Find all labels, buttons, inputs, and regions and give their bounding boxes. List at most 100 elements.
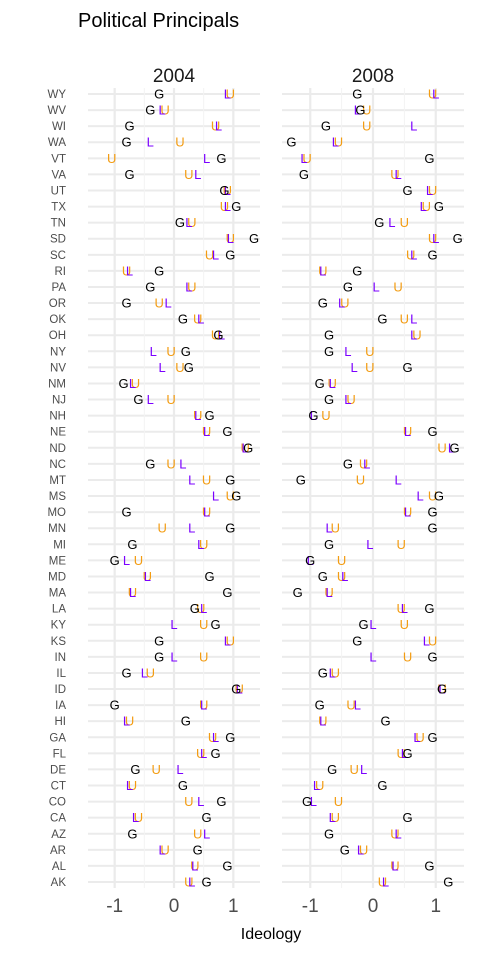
point-U: U	[226, 633, 235, 648]
point-G: G	[178, 312, 188, 327]
point-L: L	[188, 472, 195, 487]
point-U: U	[415, 730, 424, 745]
point-G: G	[181, 344, 191, 359]
y-tick-label: TN	[51, 218, 66, 230]
point-U: U	[390, 167, 399, 182]
point-U: U	[199, 617, 208, 632]
y-tick-label: LA	[52, 604, 66, 616]
point-L: L	[185, 279, 192, 294]
point-L: L	[197, 312, 204, 327]
point-G: G	[225, 521, 235, 536]
point-U: U	[365, 344, 374, 359]
point-G: G	[318, 665, 328, 680]
point-U: U	[205, 247, 214, 262]
x-tick-label: 0	[368, 896, 379, 917]
y-tick-label: KY	[51, 620, 67, 632]
point-G: G	[352, 87, 362, 102]
point-U: U	[175, 135, 184, 150]
point-U: U	[315, 778, 324, 793]
y-tick-label: PA	[52, 282, 67, 294]
point-L: L	[448, 440, 455, 455]
point-G: G	[225, 247, 235, 262]
x-tick-label: 0	[169, 896, 180, 917]
point-U: U	[107, 151, 116, 166]
point-G: G	[428, 730, 438, 745]
y-tick-label: MO	[47, 507, 66, 519]
point-G: G	[324, 328, 334, 343]
point-U: U	[437, 440, 446, 455]
point-G: G	[175, 215, 185, 230]
y-tick-label: WA	[48, 137, 66, 149]
point-U: U	[362, 103, 371, 118]
point-G: G	[249, 231, 259, 246]
point-L: L	[179, 456, 186, 471]
point-U: U	[143, 569, 152, 584]
point-L: L	[310, 794, 317, 809]
point-U: U	[193, 312, 202, 327]
point-G: G	[110, 698, 120, 713]
point-G: G	[121, 135, 131, 150]
point-L: L	[123, 553, 130, 568]
point-L: L	[144, 569, 151, 584]
point-U: U	[166, 392, 175, 407]
point-U: U	[196, 601, 205, 616]
x-axis-title: Ideology	[241, 926, 302, 943]
point-L: L	[401, 746, 408, 761]
point-L: L	[203, 505, 210, 520]
point-U: U	[226, 231, 235, 246]
point-U: U	[223, 183, 232, 198]
x-tick-label: -1	[106, 896, 123, 917]
point-U: U	[334, 135, 343, 150]
point-L: L	[227, 231, 234, 246]
y-tick-label: OR	[49, 298, 66, 310]
y-tick-label: DE	[50, 764, 66, 776]
point-G: G	[324, 826, 334, 841]
point-L: L	[329, 376, 336, 391]
point-L: L	[224, 87, 231, 102]
point-G: G	[193, 842, 203, 857]
point-U: U	[226, 87, 235, 102]
point-G: G	[286, 135, 296, 150]
point-G: G	[424, 601, 434, 616]
y-tick-label: TX	[51, 202, 66, 214]
point-G: G	[352, 633, 362, 648]
point-G: G	[127, 826, 137, 841]
point-U: U	[184, 167, 193, 182]
y-tick-label: SC	[50, 250, 66, 262]
point-L: L	[188, 875, 195, 890]
point-U: U	[193, 826, 202, 841]
point-G: G	[374, 215, 384, 230]
y-tick-label: NM	[48, 378, 66, 390]
y-tick-label: ND	[49, 443, 66, 455]
point-G: G	[377, 312, 387, 327]
point-G: G	[359, 617, 369, 632]
point-G: G	[216, 151, 226, 166]
y-tick-label: NC	[49, 459, 66, 471]
point-U: U	[199, 537, 208, 552]
point-U: U	[362, 119, 371, 134]
point-L: L	[126, 778, 133, 793]
point-G: G	[318, 569, 328, 584]
point-G: G	[202, 875, 212, 890]
point-G: G	[130, 762, 140, 777]
point-U: U	[196, 746, 205, 761]
point-L: L	[200, 746, 207, 761]
point-G: G	[327, 762, 337, 777]
point-G: G	[119, 376, 129, 391]
y-tick-label: NY	[50, 346, 66, 358]
point-U: U	[331, 521, 340, 536]
point-L: L	[197, 794, 204, 809]
y-tick-label: CT	[51, 781, 66, 793]
point-L: L	[338, 296, 345, 311]
point-U: U	[146, 665, 155, 680]
point-G: G	[127, 537, 137, 552]
point-L: L	[212, 247, 219, 262]
y-tick-label: ID	[55, 684, 67, 696]
point-G: G	[424, 151, 434, 166]
y-tick-label: OK	[49, 314, 66, 326]
point-G: G	[377, 778, 387, 793]
strip-label: 2008	[352, 66, 394, 87]
point-L: L	[369, 649, 376, 664]
point-L: L	[215, 119, 222, 134]
point-G: G	[434, 199, 444, 214]
